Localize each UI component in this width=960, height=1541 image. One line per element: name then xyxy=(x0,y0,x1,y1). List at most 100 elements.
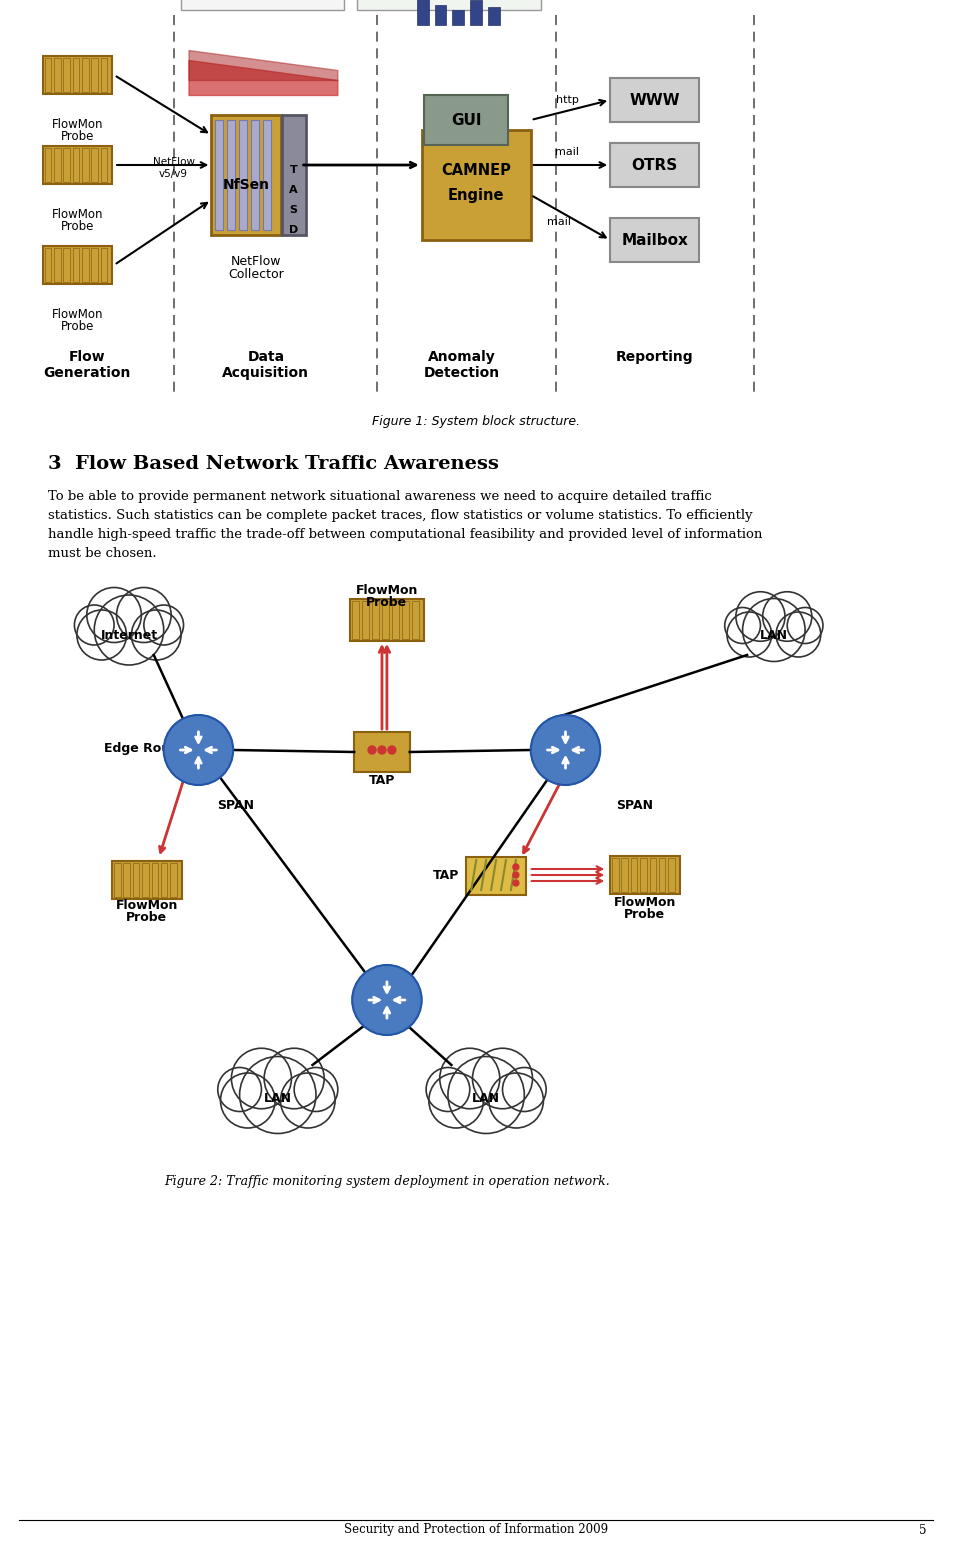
Bar xyxy=(45,248,51,282)
Text: TAP: TAP xyxy=(369,774,396,786)
Text: Probe: Probe xyxy=(60,129,94,143)
Circle shape xyxy=(86,587,141,643)
FancyBboxPatch shape xyxy=(349,599,424,641)
Bar xyxy=(101,248,108,282)
Text: NfSen: NfSen xyxy=(223,179,270,193)
FancyBboxPatch shape xyxy=(424,96,509,145)
Text: Probe: Probe xyxy=(60,321,94,333)
Text: Reporting: Reporting xyxy=(616,350,694,364)
Bar xyxy=(417,0,428,25)
Circle shape xyxy=(218,1068,261,1111)
Text: SPAN: SPAN xyxy=(218,798,254,812)
Text: Collector: Collector xyxy=(228,268,284,280)
Bar xyxy=(659,858,665,892)
Circle shape xyxy=(489,1073,543,1128)
Bar xyxy=(45,59,51,92)
Bar xyxy=(452,9,465,25)
Text: FlowMon: FlowMon xyxy=(52,208,103,220)
Text: v5/v9: v5/v9 xyxy=(159,170,188,179)
Text: OTRS: OTRS xyxy=(632,157,678,173)
Text: Data
Acquisition: Data Acquisition xyxy=(223,350,309,381)
FancyBboxPatch shape xyxy=(421,129,531,240)
Circle shape xyxy=(787,607,823,644)
Circle shape xyxy=(725,607,760,644)
Text: Anomaly
Detection: Anomaly Detection xyxy=(423,350,499,381)
Circle shape xyxy=(221,1073,276,1128)
Text: Probe: Probe xyxy=(127,911,167,923)
Circle shape xyxy=(164,715,233,784)
Bar xyxy=(263,120,271,230)
Circle shape xyxy=(75,606,114,646)
Text: LAN: LAN xyxy=(760,629,788,641)
Text: A: A xyxy=(289,185,298,196)
Text: mail: mail xyxy=(546,217,570,227)
Bar xyxy=(251,120,259,230)
Text: 5: 5 xyxy=(919,1524,926,1536)
Bar xyxy=(470,0,482,25)
Circle shape xyxy=(448,1057,524,1134)
Circle shape xyxy=(144,606,183,646)
Bar xyxy=(63,248,70,282)
Text: 3  Flow Based Network Traffic Awareness: 3 Flow Based Network Traffic Awareness xyxy=(48,455,498,473)
Text: Probe: Probe xyxy=(60,220,94,233)
Bar xyxy=(132,863,139,897)
Bar xyxy=(82,248,88,282)
Bar xyxy=(650,858,656,892)
Text: FlowMon: FlowMon xyxy=(52,119,103,131)
Text: FlowMon: FlowMon xyxy=(115,898,178,911)
FancyBboxPatch shape xyxy=(281,116,305,234)
Text: SPAN: SPAN xyxy=(616,798,654,812)
FancyBboxPatch shape xyxy=(354,732,410,772)
Circle shape xyxy=(352,965,421,1036)
Text: Mailbox: Mailbox xyxy=(621,233,688,248)
Circle shape xyxy=(94,595,164,666)
Bar xyxy=(73,248,80,282)
Bar xyxy=(73,148,80,182)
FancyBboxPatch shape xyxy=(42,55,112,94)
Bar xyxy=(142,863,149,897)
Circle shape xyxy=(240,1057,316,1134)
FancyBboxPatch shape xyxy=(611,217,700,262)
Bar xyxy=(170,863,177,897)
FancyBboxPatch shape xyxy=(611,79,700,122)
Circle shape xyxy=(388,746,396,754)
Circle shape xyxy=(429,1073,484,1128)
Bar xyxy=(488,8,500,25)
Text: Flow
Generation: Flow Generation xyxy=(43,350,131,381)
Text: TAP: TAP xyxy=(433,869,460,881)
Text: WWW: WWW xyxy=(630,92,680,108)
Bar xyxy=(91,148,98,182)
Bar xyxy=(228,120,235,230)
Bar xyxy=(668,858,675,892)
Bar xyxy=(54,148,60,182)
FancyBboxPatch shape xyxy=(112,861,181,898)
Bar xyxy=(54,59,60,92)
Text: http: http xyxy=(556,96,579,105)
Circle shape xyxy=(513,880,518,886)
Bar xyxy=(215,120,224,230)
Circle shape xyxy=(440,1048,500,1110)
Circle shape xyxy=(378,746,386,754)
Text: LAN: LAN xyxy=(472,1091,500,1105)
Circle shape xyxy=(116,587,171,643)
Bar xyxy=(239,120,247,230)
FancyBboxPatch shape xyxy=(611,143,700,186)
Bar xyxy=(63,59,70,92)
Circle shape xyxy=(294,1068,338,1111)
Bar xyxy=(631,858,637,892)
Circle shape xyxy=(231,1048,292,1110)
FancyBboxPatch shape xyxy=(42,247,112,284)
Text: FlowMon: FlowMon xyxy=(613,895,676,909)
Bar xyxy=(63,148,70,182)
Text: NetFlow: NetFlow xyxy=(230,254,281,268)
Circle shape xyxy=(472,1048,533,1110)
Circle shape xyxy=(426,1068,469,1111)
Text: Figure 2: Traffic monitoring system deployment in operation network.: Figure 2: Traffic monitoring system depl… xyxy=(164,1174,610,1188)
Text: Probe: Probe xyxy=(624,908,665,920)
Circle shape xyxy=(77,610,127,660)
Text: GUI: GUI xyxy=(451,112,482,128)
Text: FlowMon: FlowMon xyxy=(52,308,103,321)
Text: CAMNEP: CAMNEP xyxy=(442,162,511,177)
Text: Engine: Engine xyxy=(448,188,504,202)
Bar xyxy=(54,248,60,282)
